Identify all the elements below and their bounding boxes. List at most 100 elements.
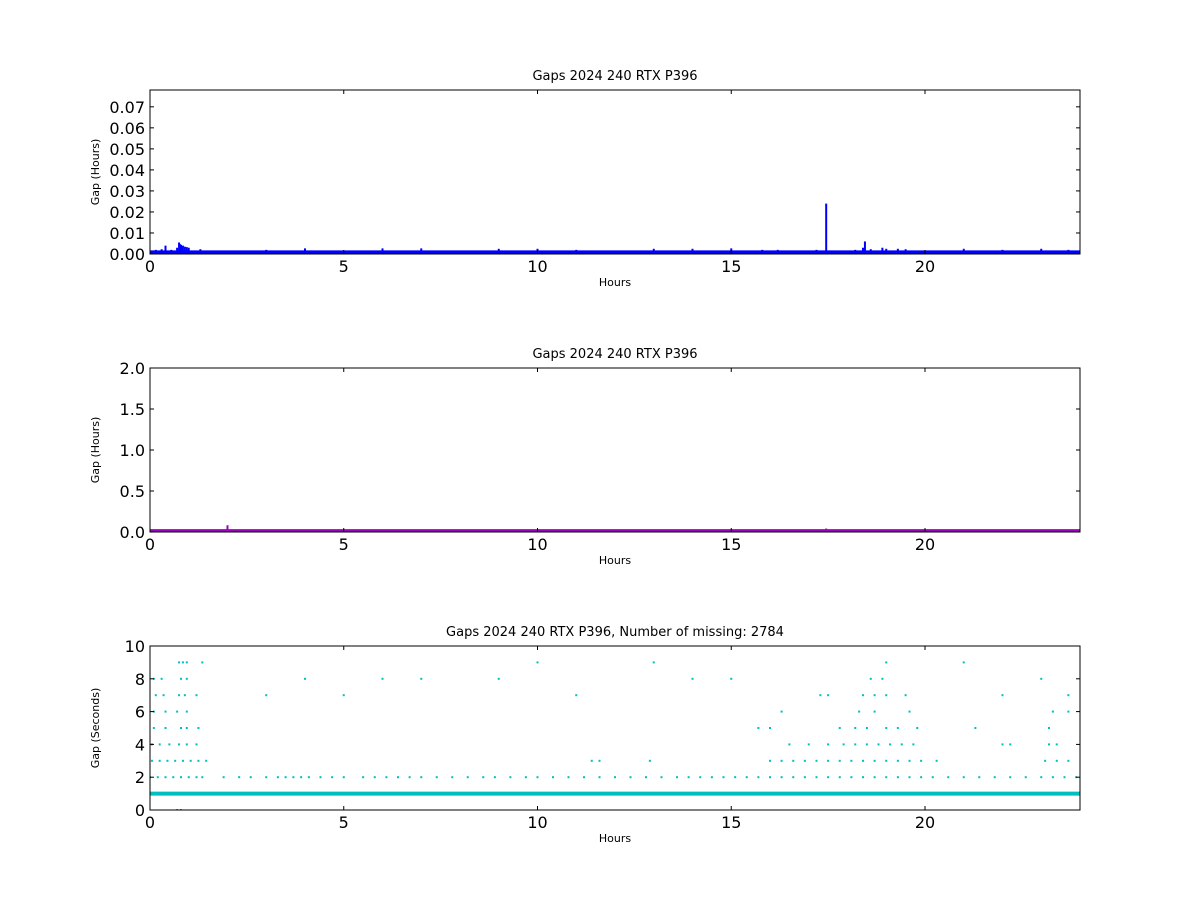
data-point <box>769 776 771 779</box>
data-point <box>185 677 188 680</box>
data-point <box>178 743 181 746</box>
data-point <box>614 776 616 779</box>
data-point <box>873 710 876 713</box>
y-tick-label: 0.02 <box>109 203 145 222</box>
data-point <box>1051 776 1054 779</box>
y-tick-label: 4 <box>135 735 145 754</box>
data-point <box>536 661 539 664</box>
data-point <box>598 776 601 779</box>
data-point <box>1067 694 1070 697</box>
data-point <box>160 677 163 680</box>
data-point <box>803 759 806 762</box>
data-point <box>916 727 919 729</box>
data-point <box>881 677 884 680</box>
data-point <box>827 776 830 779</box>
data-point <box>854 727 857 729</box>
data-point <box>873 694 876 697</box>
data-point <box>185 710 188 713</box>
data-point <box>838 776 841 779</box>
data-point <box>854 249 857 252</box>
data-point <box>598 759 601 762</box>
y-tick-label: 0.5 <box>120 482 145 501</box>
data-point <box>827 743 830 746</box>
data-point <box>889 743 892 746</box>
data-point <box>201 776 204 779</box>
chart-title: Gaps 2024 240 RTX P396, Number of missin… <box>446 625 784 640</box>
data-point <box>896 776 899 779</box>
data-point <box>342 694 345 697</box>
x-tick-label: 0 <box>145 813 155 832</box>
data-point <box>757 776 760 779</box>
data-point <box>1044 759 1047 762</box>
data-point <box>189 759 192 762</box>
data-point <box>1001 249 1004 252</box>
data-point <box>629 776 632 779</box>
data-point <box>850 776 853 779</box>
data-point <box>497 248 500 252</box>
data-point <box>1055 759 1058 762</box>
y-axis-label: Gap (Hours) <box>89 417 102 484</box>
data-point <box>838 759 841 762</box>
y-tick-label: 0.0 <box>120 523 145 542</box>
x-tick-label: 10 <box>527 257 547 276</box>
data-point <box>435 776 438 779</box>
data-point <box>1040 248 1043 252</box>
data-point <box>181 759 184 762</box>
data-point <box>896 727 899 729</box>
data-point <box>1051 710 1054 713</box>
y-tick-label: 1.0 <box>120 441 145 460</box>
data-point <box>854 743 857 746</box>
data-point <box>583 776 585 779</box>
data-point <box>158 759 161 762</box>
data-point <box>156 776 159 779</box>
data-point <box>238 776 241 779</box>
data-point <box>776 249 779 252</box>
data-point <box>152 727 155 729</box>
data-point <box>183 694 186 697</box>
x-tick-label: 5 <box>339 813 349 832</box>
data-point <box>183 246 186 252</box>
x-axis-label: Hours <box>599 554 631 567</box>
data-point <box>815 249 818 252</box>
data-point <box>199 249 202 252</box>
y-tick-label: 0.04 <box>109 161 145 180</box>
data-point <box>590 759 593 762</box>
data-point <box>815 759 818 762</box>
data-point <box>648 759 651 762</box>
data-point <box>881 247 884 252</box>
data-point <box>676 776 678 779</box>
data-point <box>276 776 279 779</box>
data-point <box>974 727 977 729</box>
data-point <box>205 759 208 762</box>
data-point <box>962 248 965 252</box>
data-point <box>1067 249 1070 252</box>
data-point <box>1009 776 1012 779</box>
data-point <box>730 677 733 680</box>
data-point <box>154 249 157 252</box>
data-point <box>780 710 783 713</box>
data-series <box>150 525 1080 532</box>
data-point <box>304 248 306 252</box>
data-point <box>319 776 322 779</box>
data-point <box>185 743 188 746</box>
data-series <box>150 203 1080 254</box>
subplot-1: Gaps 2024 240 RTX P396 Hours Gap (Hours) 0 5… <box>89 69 1081 289</box>
x-tick-label: 15 <box>721 535 741 554</box>
data-point <box>885 727 888 729</box>
y-tick-label: 0.01 <box>109 224 145 243</box>
data-point <box>158 743 161 746</box>
data-point <box>170 249 173 252</box>
data-point <box>908 710 911 713</box>
data-point <box>1067 759 1070 762</box>
data-point <box>397 776 399 779</box>
data-point <box>652 661 655 664</box>
data-point <box>195 776 198 779</box>
data-point <box>827 759 830 762</box>
data-point <box>873 776 876 779</box>
axes-frame <box>149 89 1081 255</box>
data-point <box>962 661 965 664</box>
data-point <box>373 776 376 779</box>
y-tick-label: 10 <box>125 637 145 656</box>
data-point <box>178 661 181 664</box>
data-point <box>524 776 527 779</box>
